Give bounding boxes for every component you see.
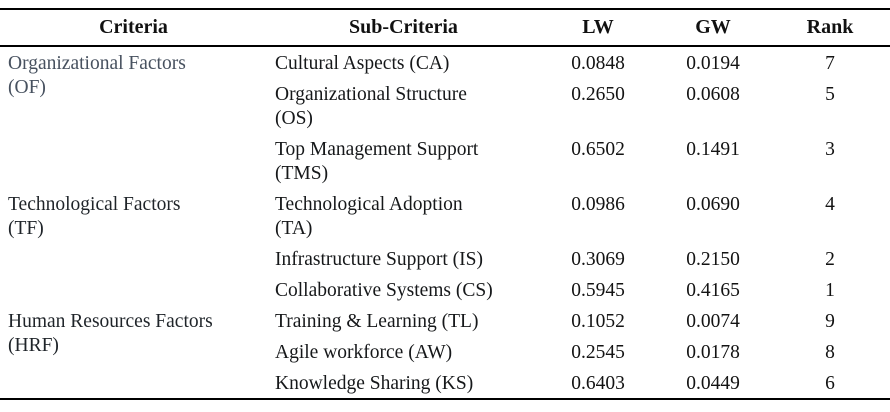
gw-value-cell: 0.0449 [686,373,740,394]
sub-criteria-line: Collaborative Systems (CS) [275,280,493,301]
rank-value-cell: 5 [825,84,835,105]
sub-criteria-line: Training & Learning (TL) [275,311,479,332]
lw-value-cell: 0.0848 [571,53,625,74]
rank-value-cell: 4 [825,194,835,215]
rank-value-cell: 6 [825,373,835,394]
table-row: Agile workforce (AW) 0.2545 0.0178 8 [0,336,890,367]
sub-criteria-line: Agile workforce (AW) [275,342,453,363]
sub-criteria-line: Organizational Structure [275,84,467,105]
table-header-row: Criteria Sub-Criteria LW GW Rank [0,9,890,47]
gw-value-cell: 0.0690 [686,194,740,215]
table-row: Organizational Structure (OS) 0.2650 0.0… [0,78,890,133]
sub-criteria-line: Cultural Aspects (CA) [275,53,450,74]
criteria-line: (HRF) [8,335,59,356]
gw-value-cell: 0.0194 [686,53,740,74]
gw-value-cell: 0.0608 [686,84,740,105]
gw-value-cell: 0.1491 [686,139,740,160]
criteria-line: Technological Factors [8,194,181,215]
lw-value-cell: 0.5945 [571,280,625,301]
criteria-line: Human Resources Factors [8,311,213,332]
gw-value-cell: 0.4165 [686,280,740,301]
column-header-lw: LW [540,9,656,47]
lw-value-cell: 0.6502 [571,139,625,160]
sub-criteria-line: Infrastructure Support (IS) [275,249,483,270]
sub-criteria-cell: Technological Adoption (TA) [267,188,540,243]
sub-criteria-line: (OS) [275,108,313,129]
sub-criteria-line: Technological Adoption [275,194,463,215]
column-header-criteria: Criteria [0,9,267,47]
gw-value-cell: 0.0178 [686,342,740,363]
sub-criteria-cell: Organizational Structure (OS) [267,78,540,133]
rank-value-cell: 8 [825,342,835,363]
sub-criteria-cell: Top Management Support (TMS) [267,133,540,188]
column-header-gw: GW [656,9,770,47]
table-row: Top Management Support (TMS) 0.6502 0.14… [0,133,890,188]
criteria-group-cell: Organizational Factors (OF) [0,46,267,188]
sub-criteria-line: Knowledge Sharing (KS) [275,373,474,394]
lw-value-cell: 0.6403 [571,373,625,394]
sub-criteria-line: Top Management Support [275,139,479,160]
sub-criteria-line: (TA) [275,218,313,239]
lw-value-cell: 0.2545 [571,342,625,363]
sub-criteria-cell: Training & Learning (TL) [267,305,540,336]
gw-value-cell: 0.0074 [686,311,740,332]
rank-value-cell: 9 [825,311,835,332]
table-row: Organizational Factors (OF) Cultural Asp… [0,46,890,98]
sub-criteria-cell: Infrastructure Support (IS) [267,243,540,274]
table-row: Collaborative Systems (CS) 0.5945 0.4165… [0,274,890,305]
criteria-group-cell: Technological Factors (TF) [0,188,267,305]
lw-value-cell: 0.3069 [571,249,625,270]
table-row: Technological Factors (TF) Technological… [0,188,890,243]
criteria-line: (TF) [8,218,44,239]
table-row: Infrastructure Support (IS) 0.3069 0.215… [0,243,890,274]
rank-value-cell: 7 [825,53,835,74]
sub-criteria-cell: Agile workforce (AW) [267,336,540,367]
rank-value-cell: 2 [825,249,835,270]
lw-value-cell: 0.0986 [571,194,625,215]
criteria-line: (OF) [8,77,46,98]
criteria-group-cell: Human Resources Factors (HRF) [0,305,267,399]
sub-criteria-cell: Cultural Aspects (CA) [267,46,540,78]
table-row: Knowledge Sharing (KS) 0.6403 0.0449 6 [0,367,890,399]
sub-criteria-line: (TMS) [275,163,329,184]
sub-criteria-cell: Collaborative Systems (CS) [267,274,540,305]
lw-value-cell: 0.2650 [571,84,625,105]
column-header-rank: Rank [770,9,890,47]
gw-value-cell: 0.2150 [686,249,740,270]
lw-value-cell: 0.1052 [571,311,625,332]
sub-criteria-cell: Knowledge Sharing (KS) [267,367,540,399]
criteria-weights-table: Criteria Sub-Criteria LW GW Rank Organiz… [0,8,890,400]
table-row: Human Resources Factors (HRF) Training &… [0,305,890,356]
rank-value-cell: 1 [825,280,835,301]
criteria-line: Organizational Factors [8,53,186,74]
rank-value-cell: 3 [825,139,835,160]
column-header-sub-criteria: Sub-Criteria [267,9,540,47]
